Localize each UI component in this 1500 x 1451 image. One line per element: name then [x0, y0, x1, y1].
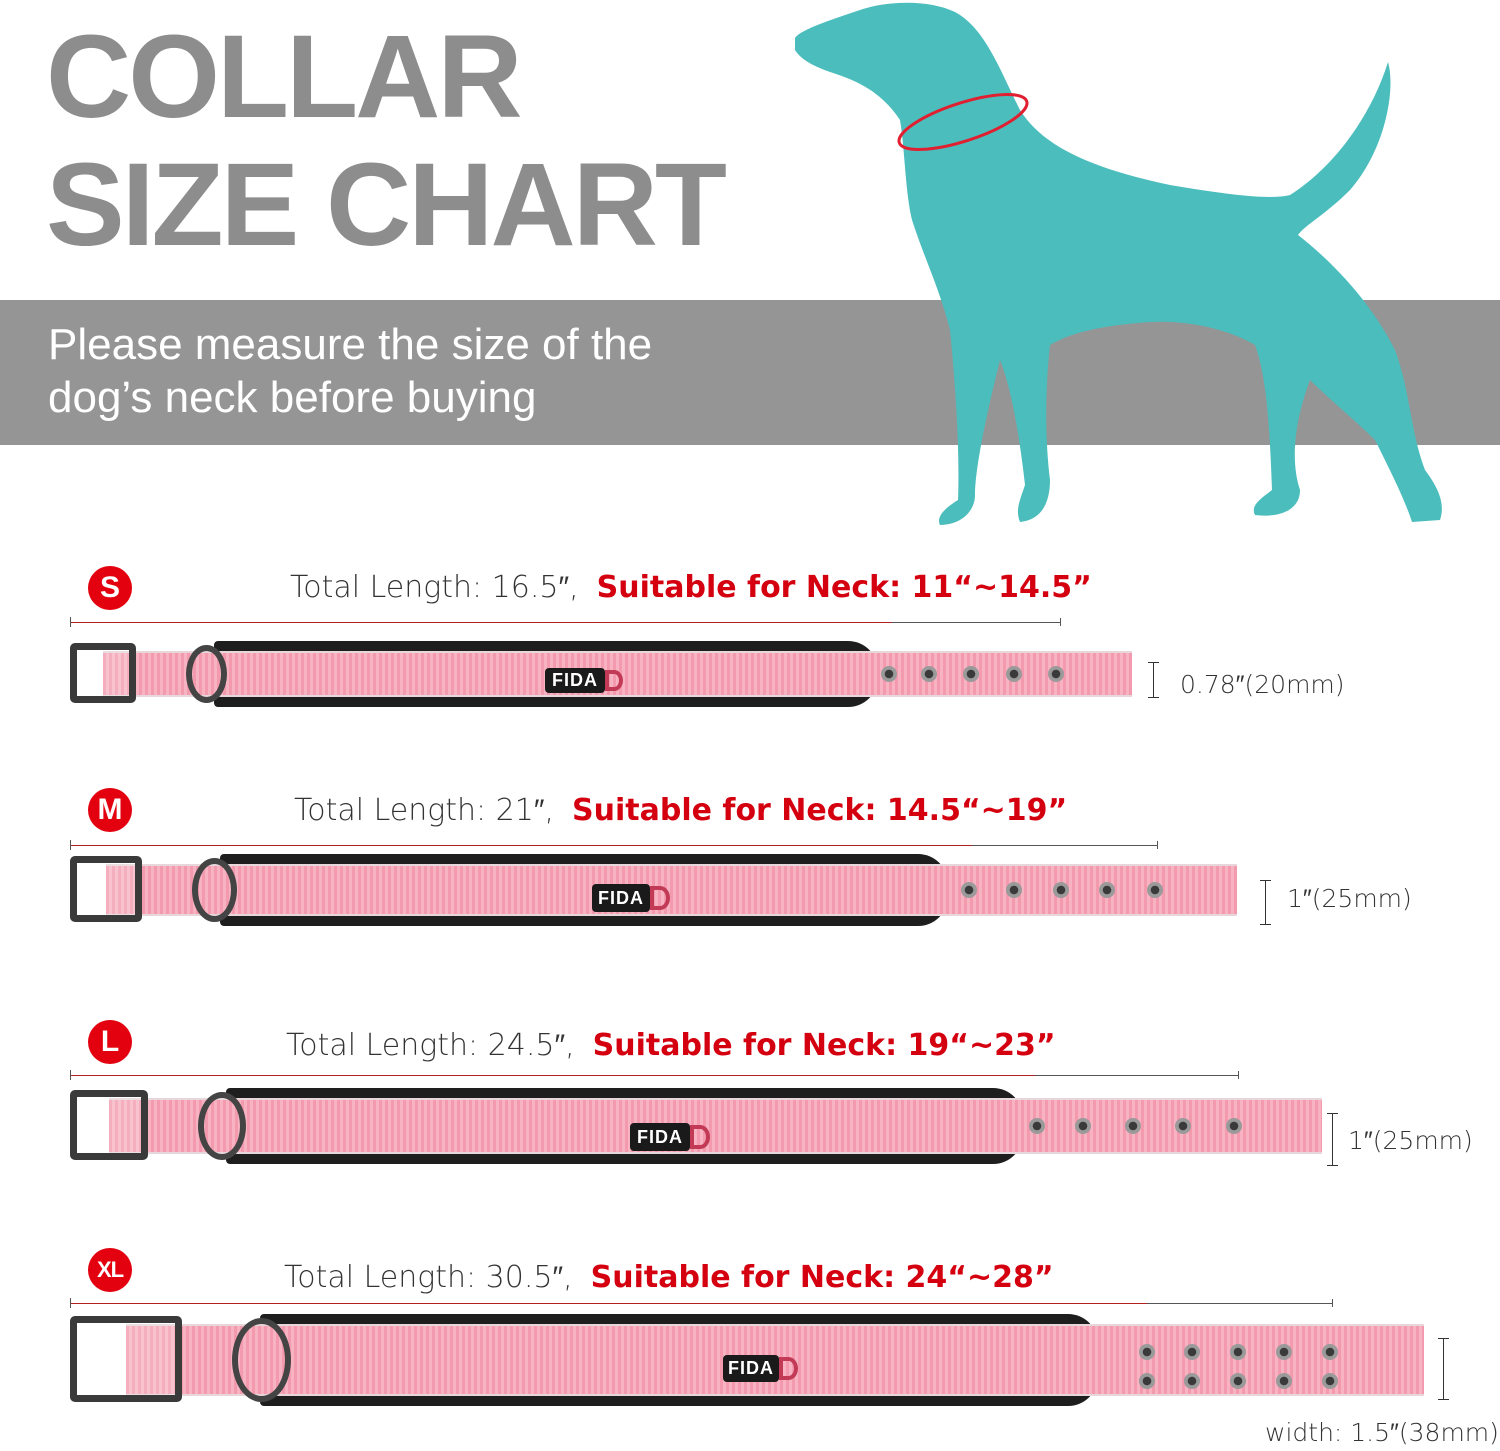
tag-ring-icon [690, 1125, 710, 1149]
eyelet-hole [1099, 882, 1115, 898]
width-marker [1438, 1338, 1449, 1400]
length-line-tick [70, 1298, 71, 1308]
brand-tag: FIDA [630, 1123, 690, 1151]
size-badge: M [88, 788, 132, 832]
width-label: 1″(25mm) [1287, 884, 1412, 913]
neck-range: Suitable for Neck: 14.5“~19” [572, 793, 1068, 828]
eyelet-hole [921, 666, 937, 682]
eyelet-hole [1276, 1373, 1292, 1389]
d-ring-icon [232, 1318, 291, 1402]
eyelet-hole [1184, 1373, 1200, 1389]
eyelet-hole [1322, 1373, 1338, 1389]
dog-silhouette-icon [795, 2, 1442, 526]
eyelet-hole [1184, 1344, 1200, 1360]
neck-range: Suitable for Neck: 11“~14.5” [596, 570, 1092, 605]
d-ring-icon [192, 858, 237, 922]
total-length: Total Length: 30.5″, [284, 1260, 573, 1295]
total-length: Total Length: 16.5″, [290, 570, 579, 605]
size-badge: L [88, 1020, 132, 1064]
eyelet-hole [1230, 1373, 1246, 1389]
d-ring-icon [198, 1092, 246, 1160]
total-length-line [70, 1303, 1147, 1304]
instruction-line-1: Please measure the size of the [48, 320, 653, 369]
eyelet-hole [963, 666, 979, 682]
length-line-tick [1157, 841, 1158, 849]
width-label: 0.78″(20mm) [1180, 670, 1345, 699]
total-length-line [70, 1075, 1035, 1076]
eyelet-hole [1322, 1344, 1338, 1360]
eyelet-hole [1006, 666, 1022, 682]
eyelet-hole [961, 882, 977, 898]
length-line-tick [70, 1070, 71, 1080]
length-line-tick [70, 617, 71, 627]
width-marker [1260, 880, 1271, 925]
width-marker [1327, 1113, 1338, 1166]
instruction-text: Please measure the size of the dog’s nec… [48, 318, 652, 424]
collar-strap [106, 864, 1237, 916]
eyelet-hole [1048, 666, 1064, 682]
buckle-icon [70, 856, 142, 922]
length-line-tick [70, 840, 71, 850]
eyelet-hole [1175, 1118, 1191, 1134]
neck-range: Suitable for Neck: 19“~23” [592, 1028, 1056, 1063]
buckle-icon [70, 1090, 148, 1160]
eyelet-hole [1226, 1118, 1242, 1134]
buckle-icon [70, 643, 136, 703]
tag-ring-icon [605, 670, 623, 691]
total-length-line [70, 845, 972, 846]
total-length-line [70, 622, 892, 623]
size-label-row: Total Length: 16.5″, Suitable for Neck: 1… [290, 570, 1092, 605]
title-collar: COLLAR [46, 11, 523, 143]
d-ring-icon [186, 645, 227, 703]
title-size-chart: SIZE CHART [46, 139, 727, 271]
total-length: Total Length: 24.5″, [286, 1028, 575, 1063]
size-badge: XL [88, 1248, 132, 1292]
adjust-range-line [892, 622, 1060, 623]
width-marker [1148, 662, 1159, 698]
buckle-icon [70, 1316, 182, 1402]
length-line-tick [1060, 618, 1061, 626]
collar-strap [109, 1098, 1322, 1154]
brand-tag: FIDA [723, 1355, 779, 1382]
brand-tag: FIDA [545, 668, 605, 693]
width-label: 1″(25mm) [1348, 1126, 1473, 1155]
eyelet-hole [1276, 1344, 1292, 1360]
tag-ring-icon [650, 886, 670, 910]
brand-tag: FIDA [592, 884, 650, 912]
eyelet-hole [1006, 882, 1022, 898]
total-length: Total Length: 21″, [294, 793, 555, 828]
eyelet-hole [1139, 1373, 1155, 1389]
eyelet-hole [1230, 1344, 1246, 1360]
size-badge: S [88, 566, 132, 610]
instruction-line-2: dog’s neck before buying [48, 373, 537, 422]
eyelet-hole [1147, 882, 1163, 898]
size-label-row: Total Length: 24.5″, Suitable for Neck: 1… [286, 1028, 1056, 1063]
neck-measure-ring [897, 93, 1029, 151]
adjust-range-line [1035, 1075, 1238, 1076]
width-label: width: 1.5″(38mm) [1265, 1418, 1499, 1447]
size-label-row: Total Length: 21″, Suitable for Neck: 14.… [294, 793, 1067, 828]
eyelet-hole [1029, 1118, 1045, 1134]
neck-range: Suitable for Neck: 24“~28” [590, 1260, 1054, 1295]
eyelet-hole [881, 666, 897, 682]
eyelet-hole [1125, 1118, 1141, 1134]
size-label-row: Total Length: 30.5″, Suitable for Neck: 2… [284, 1260, 1054, 1295]
adjust-range-line [1147, 1303, 1332, 1304]
length-line-tick [1238, 1071, 1239, 1079]
eyelet-hole [1053, 882, 1069, 898]
adjust-range-line [972, 845, 1157, 846]
eyelet-hole [1139, 1344, 1155, 1360]
tag-ring-icon [779, 1357, 798, 1380]
eyelet-hole [1075, 1118, 1091, 1134]
length-line-tick [1332, 1299, 1333, 1307]
